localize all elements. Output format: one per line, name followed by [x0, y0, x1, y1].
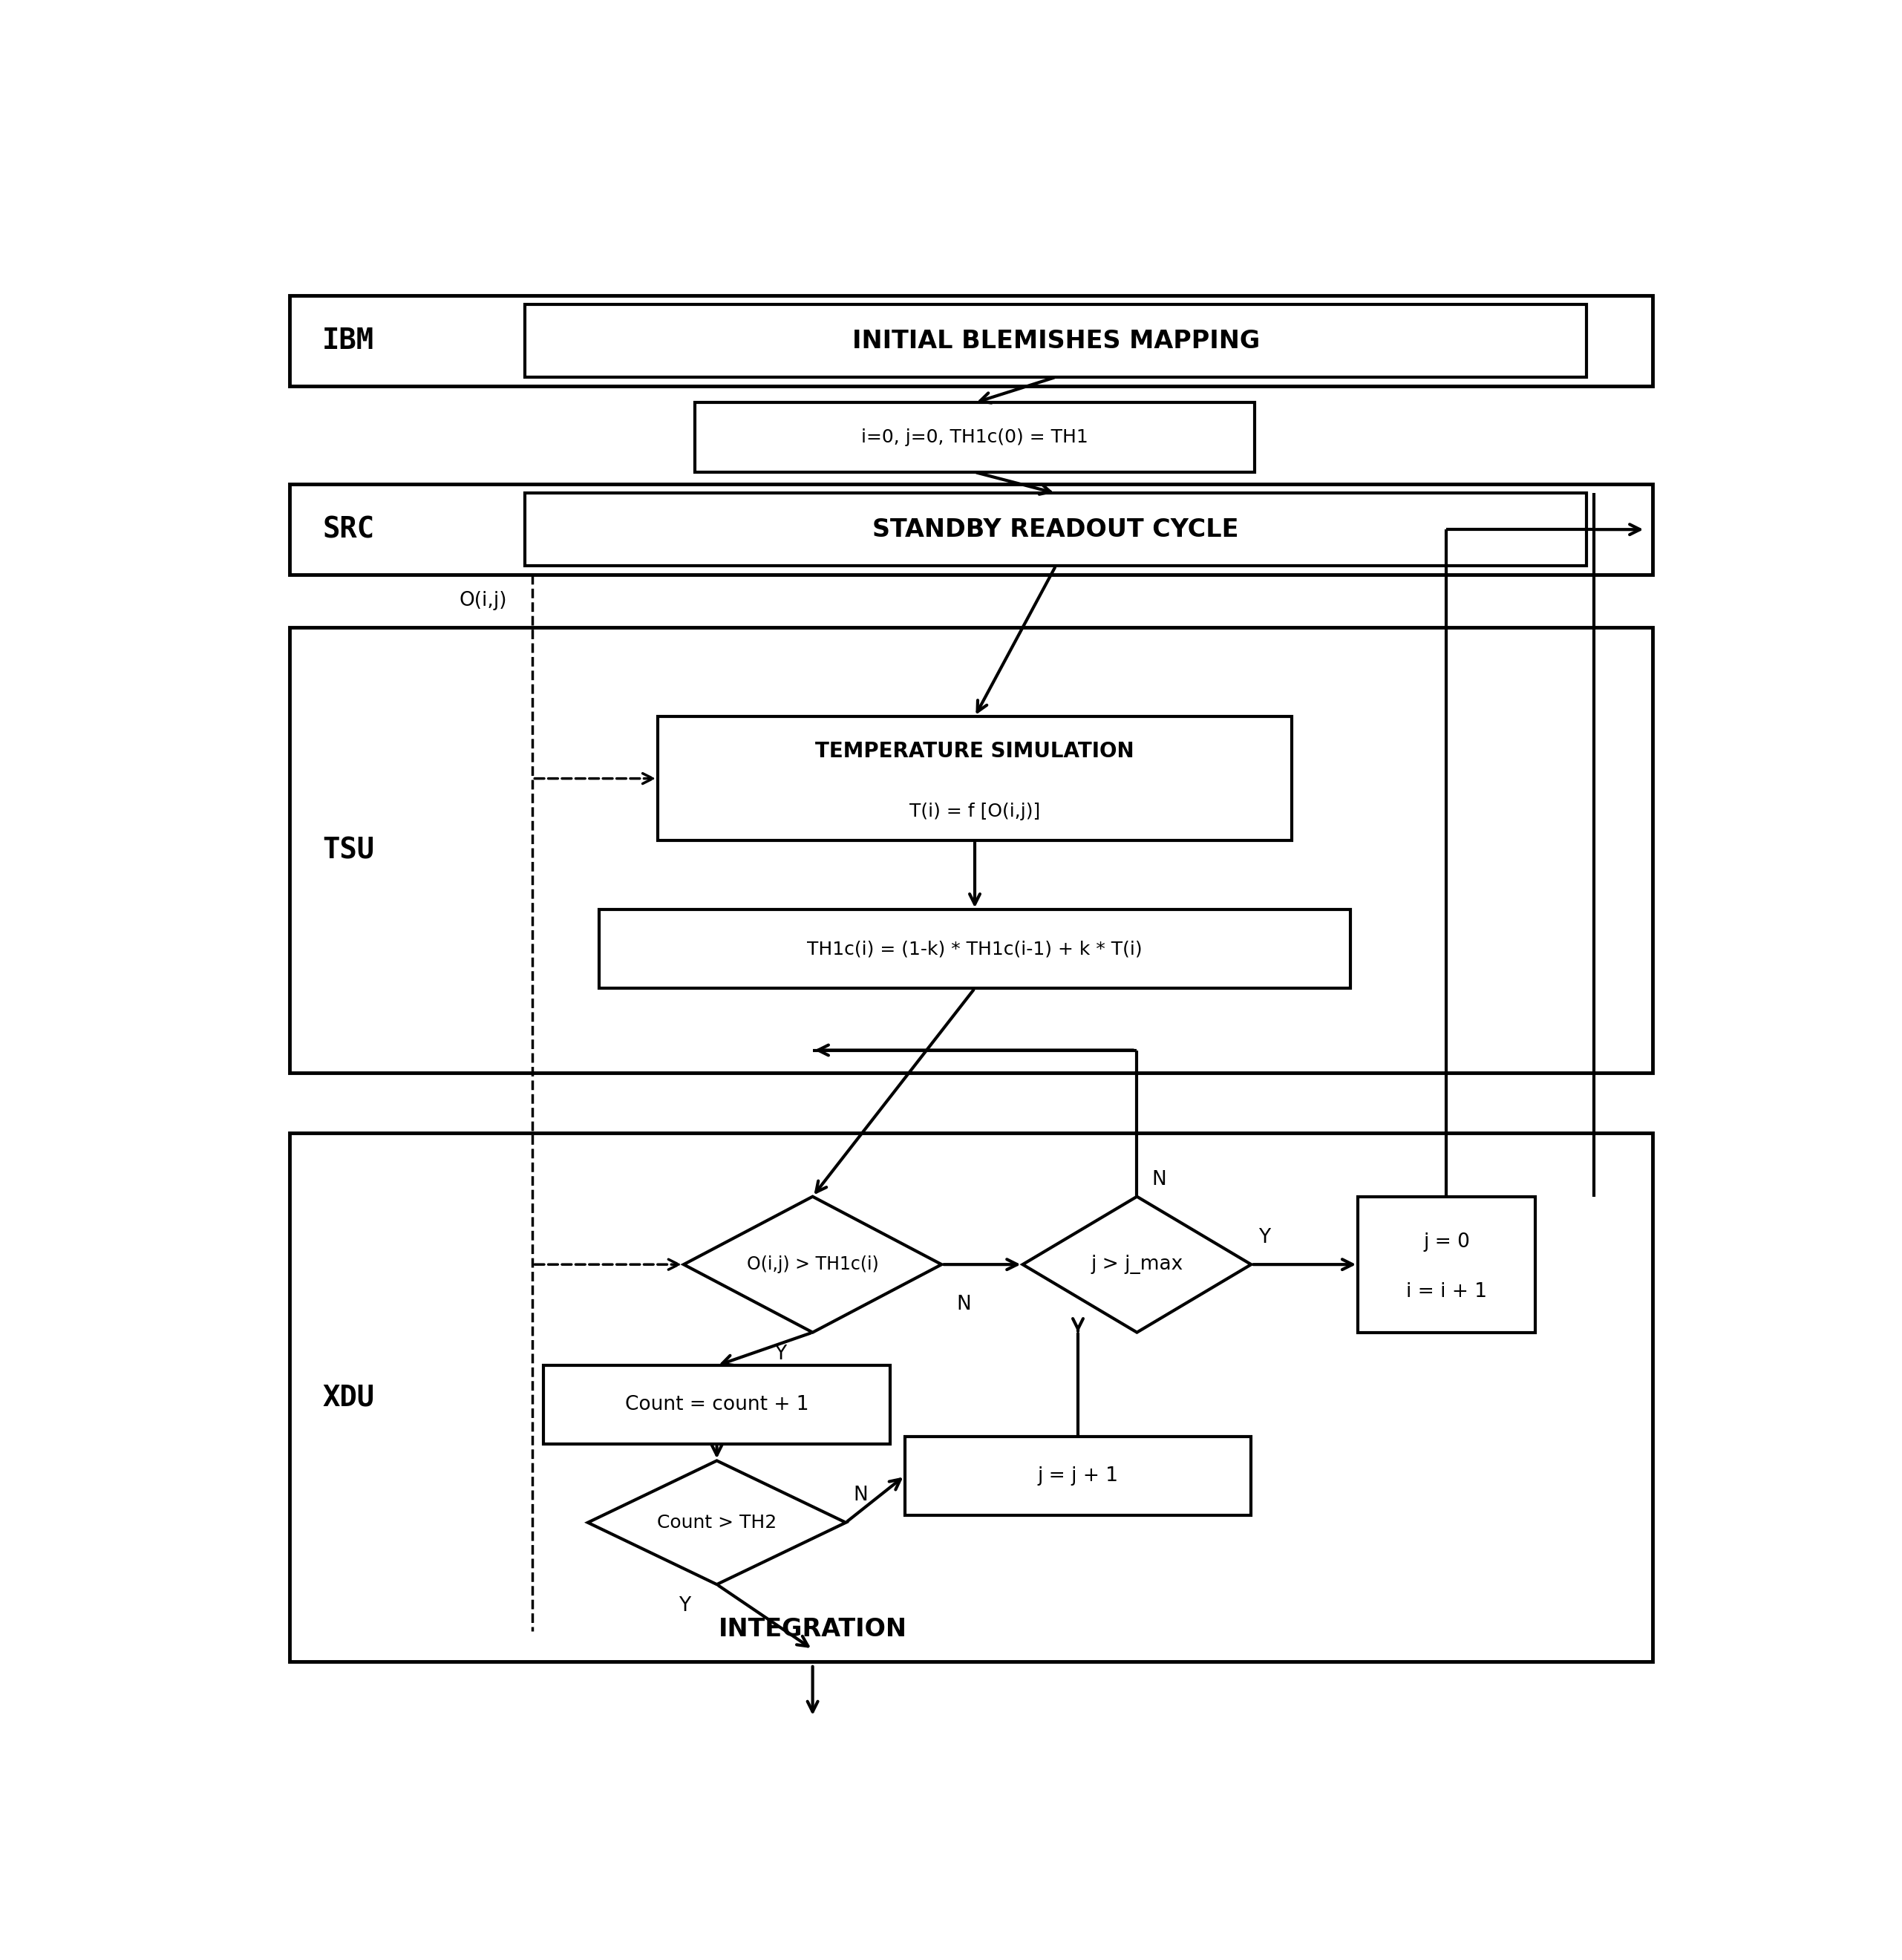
- Text: XDU: XDU: [321, 1384, 375, 1411]
- Bar: [289, 1133, 1653, 1662]
- Text: N: N: [1153, 1170, 1166, 1190]
- Text: T(i) = f [O(i,j)]: T(i) = f [O(i,j)]: [909, 804, 1040, 821]
- Text: INTEGRATION: INTEGRATION: [719, 1617, 907, 1642]
- Text: i=0, j=0, TH1c(0) = TH1: i=0, j=0, TH1c(0) = TH1: [862, 429, 1088, 447]
- Text: Count = count + 1: Count = count + 1: [626, 1396, 808, 1415]
- Bar: [658, 717, 1291, 841]
- Text: Y: Y: [679, 1597, 690, 1615]
- Bar: [289, 627, 1653, 1072]
- Text: IBM: IBM: [321, 327, 375, 355]
- Bar: [694, 402, 1255, 472]
- Text: j > j_max: j > j_max: [1092, 1254, 1183, 1274]
- Bar: [544, 1366, 890, 1445]
- Text: STANDBY READOUT CYCLE: STANDBY READOUT CYCLE: [873, 517, 1238, 541]
- Bar: [525, 304, 1586, 376]
- Bar: [289, 296, 1653, 386]
- Polygon shape: [1023, 1196, 1252, 1333]
- Bar: [905, 1437, 1252, 1515]
- Text: INITIAL BLEMISHES MAPPING: INITIAL BLEMISHES MAPPING: [852, 329, 1259, 353]
- Text: i = i + 1: i = i + 1: [1406, 1282, 1487, 1301]
- Text: N: N: [957, 1296, 972, 1313]
- Text: Count > TH2: Count > TH2: [656, 1513, 776, 1531]
- Text: j = 0: j = 0: [1423, 1233, 1470, 1252]
- Text: SRC: SRC: [321, 515, 375, 543]
- Bar: [1358, 1196, 1535, 1333]
- Text: Y: Y: [774, 1345, 786, 1364]
- Text: j = j + 1: j = j + 1: [1037, 1466, 1118, 1486]
- Text: O(i,j) > TH1c(i): O(i,j) > TH1c(i): [747, 1256, 879, 1274]
- Polygon shape: [588, 1460, 846, 1584]
- Polygon shape: [683, 1196, 941, 1333]
- Bar: [525, 494, 1586, 566]
- Text: TH1c(i) = (1-k) * TH1c(i-1) + k * T(i): TH1c(i) = (1-k) * TH1c(i-1) + k * T(i): [806, 941, 1143, 958]
- Text: TSU: TSU: [321, 837, 375, 864]
- Bar: [599, 909, 1350, 988]
- Text: N: N: [854, 1486, 867, 1505]
- Text: TEMPERATURE SIMULATION: TEMPERATURE SIMULATION: [816, 741, 1134, 762]
- Text: Y: Y: [1259, 1227, 1271, 1247]
- Text: O(i,j): O(i,j): [458, 590, 506, 610]
- Bar: [289, 484, 1653, 574]
